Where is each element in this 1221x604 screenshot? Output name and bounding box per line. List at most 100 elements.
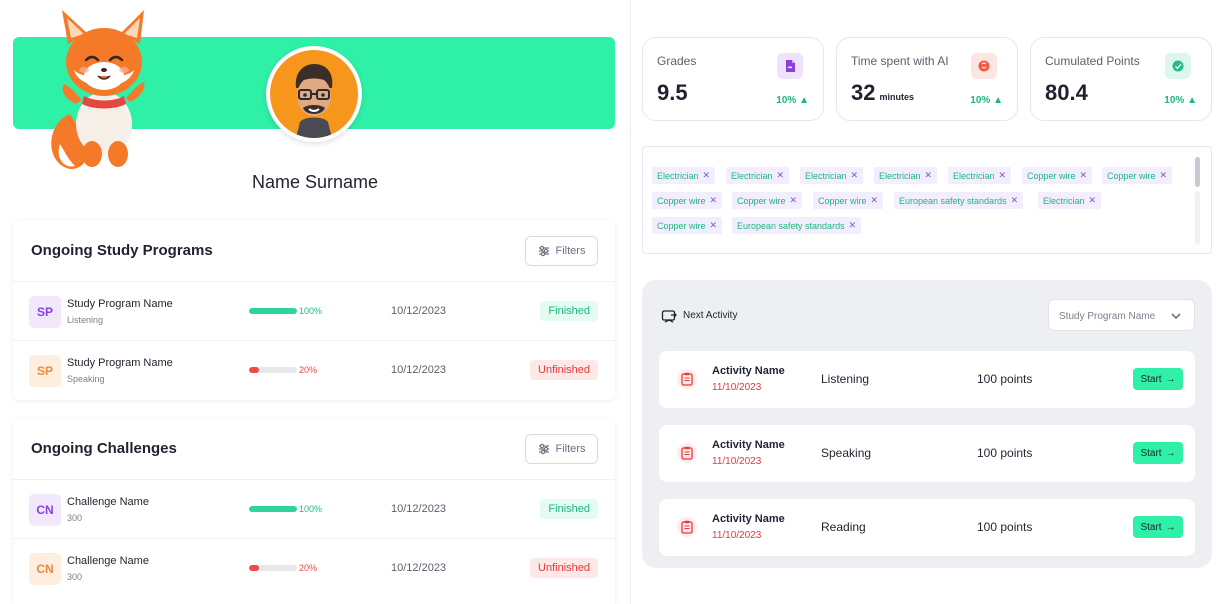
challenge-row[interactable]: CN Challenge Name 300 20% 10/12/2023 Unf…	[13, 539, 615, 598]
activity-date: 11/10/2023	[712, 456, 762, 467]
tag-chip: Copper wire ✕	[652, 192, 723, 209]
clipboard-icon	[677, 517, 697, 537]
chevron-down-icon	[1171, 313, 1181, 320]
select-value: Study Program Name	[1059, 311, 1156, 322]
tag-chip: Electrician ✕	[652, 167, 716, 184]
tag-chip: Copper wire ✕	[1022, 167, 1093, 184]
program-date: 10/12/2023	[391, 305, 447, 317]
tag-chip: Copper wire ✕	[732, 192, 803, 209]
filters-button[interactable]: Filters	[525, 236, 598, 266]
challenge-initials-badge: CN	[29, 494, 61, 526]
stat-change: 10% ▲	[1164, 95, 1197, 106]
activity-name: Activity Name	[712, 365, 785, 377]
remove-tag-icon[interactable]: ✕	[709, 195, 718, 205]
remove-tag-icon[interactable]: ✕	[789, 195, 798, 205]
activity-name: Activity Name	[712, 513, 785, 525]
sliders-icon	[538, 245, 549, 257]
start-button[interactable]: Start →	[1133, 442, 1183, 464]
remove-tag-icon[interactable]: ✕	[850, 170, 859, 180]
remove-tag-icon[interactable]: ✕	[709, 220, 718, 230]
stat-unit: minutes	[879, 92, 914, 102]
scrollbar-thumb[interactable]	[1195, 157, 1200, 187]
program-initials-badge: SP	[29, 296, 61, 328]
stat-value: 9.5	[657, 80, 688, 105]
progress-percent: 100%	[299, 504, 323, 514]
progress-percent: 20%	[299, 563, 318, 573]
progress-bar	[249, 367, 297, 373]
profile-avatar[interactable]	[266, 46, 362, 142]
card-header: Ongoing Study Programs Filters	[13, 220, 615, 282]
tag-chip: Electrician ✕	[948, 167, 1012, 184]
program-name: Study Program Name	[67, 357, 173, 369]
stat-label: Grades	[657, 54, 697, 68]
activity-skill: Speaking	[821, 446, 872, 460]
tag-chip: Copper wire ✕	[1102, 167, 1173, 184]
activity-card[interactable]: Activity Name 11/10/2023 Listening 100 p…	[659, 351, 1195, 408]
start-button[interactable]: Start →	[1133, 368, 1183, 390]
activity-card[interactable]: Activity Name 11/10/2023 Reading 100 poi…	[659, 499, 1195, 556]
card-header: Ongoing Challenges Filters	[13, 418, 615, 480]
status-badge: Unfinished	[530, 360, 598, 380]
remove-tag-icon[interactable]: ✕	[1088, 195, 1097, 205]
remove-tag-icon[interactable]: ✕	[702, 170, 711, 180]
remove-tag-icon[interactable]: ✕	[776, 170, 785, 180]
study-program-select[interactable]: Study Program Name	[1048, 299, 1195, 331]
stat-label: Cumulated Points	[1045, 54, 1140, 68]
stat-value: 80.4	[1045, 80, 1088, 105]
challenge-date: 10/12/2023	[391, 503, 447, 515]
stat-card-grades: Grades 9.5 10% ▲	[642, 37, 824, 121]
activity-date: 11/10/2023	[712, 530, 762, 541]
stat-label: Time spent with AI	[851, 54, 949, 68]
challenge-initials-badge: CN	[29, 553, 61, 585]
tag-chip: Copper wire ✕	[652, 217, 723, 234]
activity-skill: Listening	[821, 372, 870, 386]
document-icon	[777, 53, 803, 79]
program-skill: Listening	[67, 315, 104, 325]
activity-name: Activity Name	[712, 439, 785, 451]
tag-chip: Electrician ✕	[726, 167, 790, 184]
tag-chip: European safety standards ✕	[732, 217, 862, 234]
column-divider	[630, 0, 631, 604]
activity-card[interactable]: Activity Name 11/10/2023 Speaking 100 po…	[659, 425, 1195, 482]
profile-name: Name Surname	[251, 172, 379, 192]
next-activity-label: Next Activity	[683, 310, 738, 321]
status-badge: Finished	[540, 499, 598, 519]
remove-tag-icon[interactable]: ✕	[998, 170, 1007, 180]
study-program-row[interactable]: SP Study Program Name Speaking 20% 10/12…	[13, 341, 615, 400]
arrow-right-icon: →	[1165, 447, 1176, 459]
tag-chip: Copper wire ✕	[813, 192, 884, 209]
start-button[interactable]: Start →	[1133, 516, 1183, 538]
skills-tags-box[interactable]: Electrician ✕ Electrician ✕ Electrician ✕ E…	[642, 146, 1212, 254]
ongoing-study-programs-card: Ongoing Study Programs Filters SP Study …	[13, 220, 615, 400]
activity-points: 100 points	[977, 520, 1033, 534]
tag-chip: Electrician ✕	[800, 167, 864, 184]
remove-tag-icon[interactable]: ✕	[924, 170, 933, 180]
remove-tag-icon[interactable]: ✕	[1159, 170, 1168, 180]
card-title: Ongoing Study Programs	[31, 242, 213, 259]
avatar-portrait	[270, 50, 358, 138]
challenge-row[interactable]: CN Challenge Name 300 100% 10/12/2023 Fi…	[13, 480, 615, 539]
tag-chip: European safety standards ✕	[894, 192, 1024, 209]
sliders-icon	[538, 443, 549, 455]
remove-tag-icon[interactable]: ✕	[848, 220, 857, 230]
fox-mascot-illustration	[51, 10, 145, 170]
tag-chip: Electrician ✕	[874, 167, 938, 184]
arrow-right-icon: →	[1165, 373, 1176, 385]
activity-skill: Reading	[821, 520, 866, 534]
memoji-face-icon	[295, 64, 333, 138]
remove-tag-icon[interactable]: ✕	[1010, 195, 1019, 205]
challenge-points: 300	[67, 513, 83, 523]
status-badge: Finished	[540, 301, 598, 321]
filters-button[interactable]: Filters	[525, 434, 598, 464]
study-program-row[interactable]: SP Study Program Name Listening 100% 10/…	[13, 282, 615, 341]
program-initials-badge: SP	[29, 355, 61, 387]
program-skill: Speaking	[67, 374, 105, 384]
progress-bar	[249, 506, 297, 512]
scrollbar-track[interactable]	[1195, 191, 1200, 245]
filters-label: Filters	[555, 245, 586, 257]
stat-change: 10% ▲	[970, 95, 1003, 106]
stat-card-cumulated-points: Cumulated Points 80.4 10% ▲	[1030, 37, 1212, 121]
remove-tag-icon[interactable]: ✕	[1079, 170, 1088, 180]
remove-tag-icon[interactable]: ✕	[870, 195, 879, 205]
challenge-points: 300	[67, 572, 83, 582]
